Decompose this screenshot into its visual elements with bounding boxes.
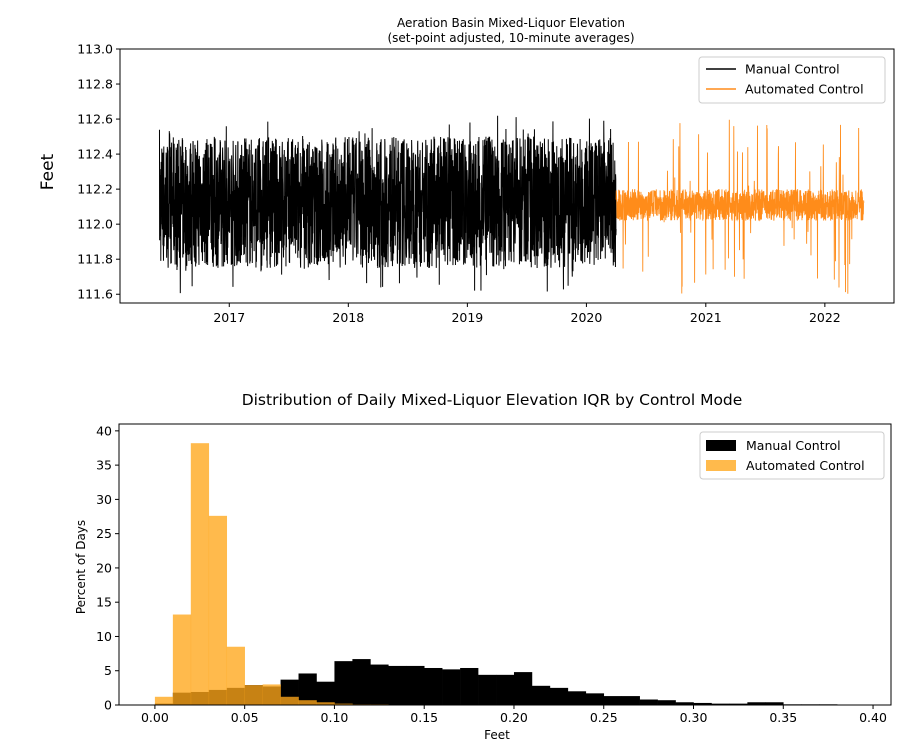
series-manual-control-line — [158, 115, 617, 294]
x-tick-label: 0.15 — [410, 710, 438, 725]
y-tick-label: 15 — [96, 595, 112, 610]
automated-control-bar — [226, 646, 245, 705]
legend-manual-hist-label: Manual Control — [746, 438, 841, 453]
chart2-x-axis: 0.00 0.05 0.10 0.15 0.20 0.25 0.30 0.35 0.40 — [141, 705, 887, 725]
manual-control-bar — [334, 661, 353, 705]
x-tick-label: 2020 — [571, 310, 603, 325]
x-tick-label: 2017 — [213, 310, 245, 325]
manual-control-bar — [693, 702, 712, 705]
x-tick-label: 2019 — [451, 310, 483, 325]
y-tick-label: 111.6 — [77, 287, 113, 302]
x-tick-label: 0.25 — [590, 710, 618, 725]
y-tick-label: 30 — [96, 492, 112, 507]
automated-control-bar — [298, 700, 317, 705]
y-tick-label: 5 — [104, 663, 112, 678]
chart1-legend: Manual Control Automated Control — [698, 56, 886, 104]
manual-control-bar — [711, 703, 730, 705]
y-tick-label: 113.0 — [77, 42, 113, 57]
x-tick-label: 0.00 — [141, 710, 169, 725]
y-tick-label: 0 — [104, 698, 112, 713]
x-tick-label: 2018 — [332, 310, 364, 325]
manual-control-bar — [567, 691, 587, 705]
legend-automated-patch — [706, 460, 736, 471]
y-tick-label: 112.6 — [77, 112, 113, 127]
manual-control-bar — [621, 696, 640, 705]
y-tick-label: 35 — [96, 458, 112, 473]
automated-control-bar — [172, 614, 192, 705]
legend-manual-label: Manual Control — [745, 62, 840, 77]
y-tick-label: 20 — [96, 560, 112, 575]
manual-control-bar — [603, 696, 622, 705]
y-tick-label: 111.8 — [77, 252, 113, 267]
series-automated-control-line — [615, 119, 865, 294]
y-tick-label: 112.8 — [77, 77, 113, 92]
y-tick-label: 40 — [96, 423, 112, 438]
chart1-ylabel: Feet — [38, 153, 58, 190]
legend-automated-label: Automated Control — [745, 82, 864, 97]
x-tick-label: 0.05 — [231, 710, 259, 725]
manual-control-bar — [352, 659, 371, 705]
automated-control-bar — [208, 515, 228, 705]
manual-control-bar — [316, 681, 335, 705]
automated-control-bar — [262, 684, 281, 705]
automated-control-bar — [316, 702, 335, 705]
chart1-subtitle: (set-point adjusted, 10-minute averages) — [387, 31, 634, 45]
x-tick-label: 0.30 — [680, 710, 708, 725]
manual-control-bar — [729, 703, 748, 705]
manual-control-bar — [549, 687, 569, 705]
manual-control-bar — [765, 702, 784, 705]
y-tick-label: 112.2 — [77, 182, 113, 197]
chart2-y-axis: 0 5 10 15 20 25 30 35 40 — [96, 423, 119, 713]
automated-control-bar — [334, 703, 353, 705]
manual-control-bar — [496, 674, 515, 705]
manual-control-bar — [478, 674, 497, 705]
chart1-axes-frame — [119, 48, 895, 304]
chart1-title: Aeration Basin Mixed-Liquor Elevation — [397, 16, 625, 30]
manual-control-bar — [406, 665, 425, 705]
chart2-legend: Manual Control Automated Control — [699, 431, 885, 480]
manual-control-bar — [531, 685, 551, 705]
chart2-title: Distribution of Daily Mixed-Liquor Eleva… — [242, 391, 743, 409]
automated-control-bar — [280, 696, 299, 705]
manual-control-bar — [513, 672, 533, 705]
histogram-chart: Distribution of Daily Mixed-Liquor Eleva… — [74, 391, 892, 742]
chart2-axes-frame — [118, 423, 892, 706]
x-tick-label: 2022 — [809, 310, 841, 325]
manual-control-bar — [460, 667, 479, 705]
chart1-x-axis: 2017 2018 2019 2020 2021 2022 — [213, 303, 841, 325]
x-tick-label: 0.10 — [321, 710, 349, 725]
automated-control-bar — [244, 685, 263, 705]
chart2-xlabel: Feet — [484, 728, 510, 742]
manual-control-bar — [585, 693, 605, 705]
y-tick-label: 112.4 — [77, 147, 113, 162]
x-tick-label: 0.40 — [859, 710, 887, 725]
manual-control-bar — [675, 702, 694, 705]
automated-control-bar — [154, 696, 174, 705]
manual-control-bar — [370, 664, 389, 705]
manual-control-bar — [442, 669, 461, 705]
manual-control-bar — [424, 667, 443, 705]
manual-control-bar — [747, 702, 766, 705]
timeseries-chart: Aeration Basin Mixed-Liquor Elevation (s… — [38, 16, 895, 325]
chart2-ylabel: Percent of Days — [74, 520, 88, 614]
x-tick-label: 2021 — [690, 310, 722, 325]
y-tick-label: 10 — [96, 629, 112, 644]
chart1-y-axis: 111.6 111.8 112.0 112.2 112.4 112.6 112.8 113.0 — [77, 42, 120, 302]
chart2-plot-area — [154, 443, 874, 705]
legend-automated-hist-label: Automated Control — [746, 458, 865, 473]
y-tick-label: 112.0 — [77, 217, 113, 232]
manual-control-bar — [639, 699, 658, 705]
manual-control-bar — [298, 673, 317, 705]
x-tick-label: 0.20 — [500, 710, 528, 725]
chart1-plot-area — [158, 115, 865, 294]
x-tick-label: 0.35 — [769, 710, 797, 725]
legend-manual-patch — [706, 440, 736, 451]
automated-control-bar — [190, 443, 210, 705]
manual-control-bar — [657, 700, 676, 705]
y-tick-label: 25 — [96, 526, 112, 541]
manual-control-bar — [388, 665, 407, 705]
